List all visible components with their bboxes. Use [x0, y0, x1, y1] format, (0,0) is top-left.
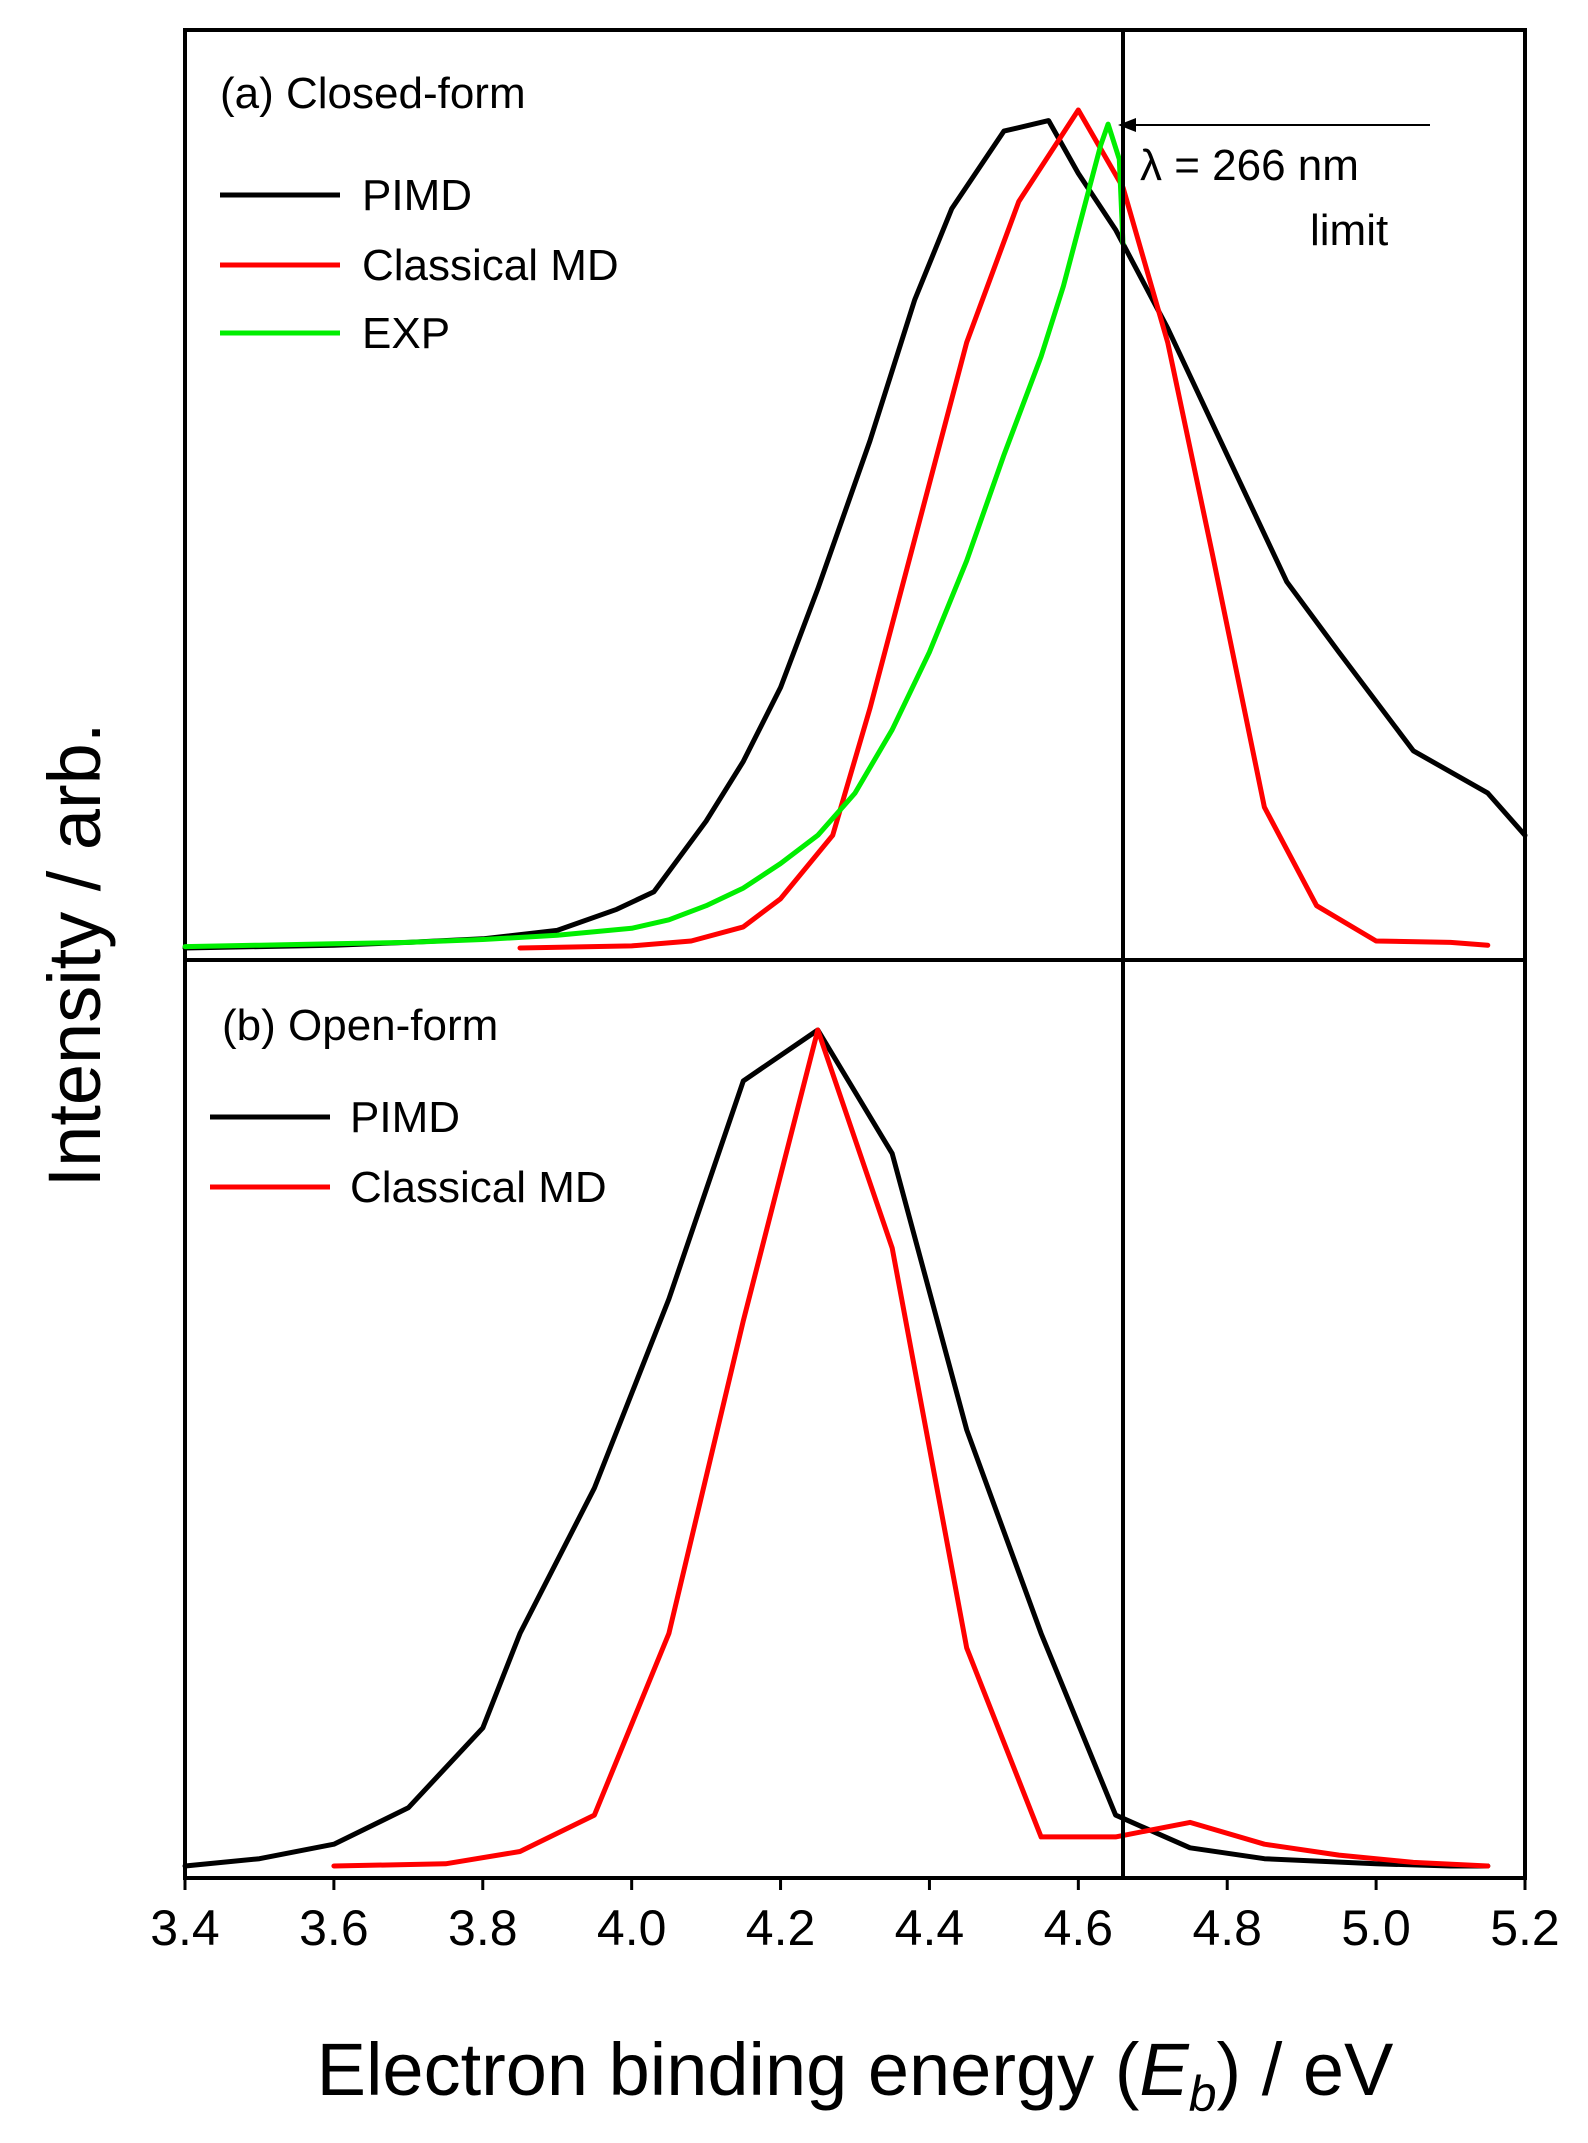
- x-tick-label: 4.2: [746, 1900, 816, 1956]
- arrowhead-icon: [1118, 118, 1136, 132]
- x-axis-label-prefix: Electron binding energy (: [317, 2028, 1140, 2111]
- x-tick-label: 4.0: [597, 1900, 667, 1956]
- series-layer: [182, 107, 1528, 1869]
- x-axis-label-symbol: E: [1139, 2028, 1190, 2111]
- annotation-text-line2: limit: [1310, 206, 1388, 255]
- x-tick-label: 5.2: [1490, 1900, 1560, 1956]
- panel-a-title: (a) Closed-form: [220, 69, 526, 118]
- legend-label-pimd-b: PIMD: [350, 1093, 460, 1142]
- legend-label-pimd-a: PIMD: [362, 171, 472, 220]
- legend-panel-b: PIMD Classical MD: [210, 1093, 607, 1212]
- annotation: λ = 266 nm limit: [1118, 118, 1430, 255]
- x-tick-label: 3.4: [150, 1900, 220, 1956]
- legend-label-classical-md-a: Classical MD: [362, 241, 619, 290]
- x-axis-label-suffix: ) / eV: [1217, 2028, 1394, 2111]
- legend-label-exp-a: EXP: [362, 309, 450, 358]
- panel-b-title: (b) Open-form: [222, 1001, 498, 1050]
- x-tick-label: 3.8: [448, 1900, 518, 1956]
- series-line-panel-b-classical-md: [331, 1027, 1491, 1869]
- panel-b-frame: [183, 958, 1527, 1880]
- x-axis-label-subscript: b: [1189, 2066, 1217, 2122]
- x-axis-ticks: 3.4 3.6 3.8 4.0 4.2 4.4 4.6 4.8 5.0 5.2: [150, 1878, 1560, 1956]
- series-line-panel-b-pimd: [182, 1027, 1491, 1869]
- x-tick-label: 3.6: [299, 1900, 369, 1956]
- annotation-text-line1: λ = 266 nm: [1140, 141, 1359, 190]
- x-tick-label: 5.0: [1341, 1900, 1411, 1956]
- legend-label-classical-md-b: Classical MD: [350, 1163, 607, 1212]
- series-line-panel-a-exp: [182, 121, 1126, 950]
- series-line-panel-a-classical-md: [517, 107, 1491, 951]
- legend-panel-a: PIMD Classical MD EXP: [220, 171, 619, 358]
- x-tick-label: 4.6: [1044, 1900, 1114, 1956]
- y-axis-label: Intensity / arb.: [33, 723, 116, 1188]
- x-tick-label: 4.4: [895, 1900, 965, 1956]
- x-axis-label: Electron binding energy (Eb) / eV: [317, 2028, 1394, 2122]
- x-tick-label: 4.8: [1192, 1900, 1262, 1956]
